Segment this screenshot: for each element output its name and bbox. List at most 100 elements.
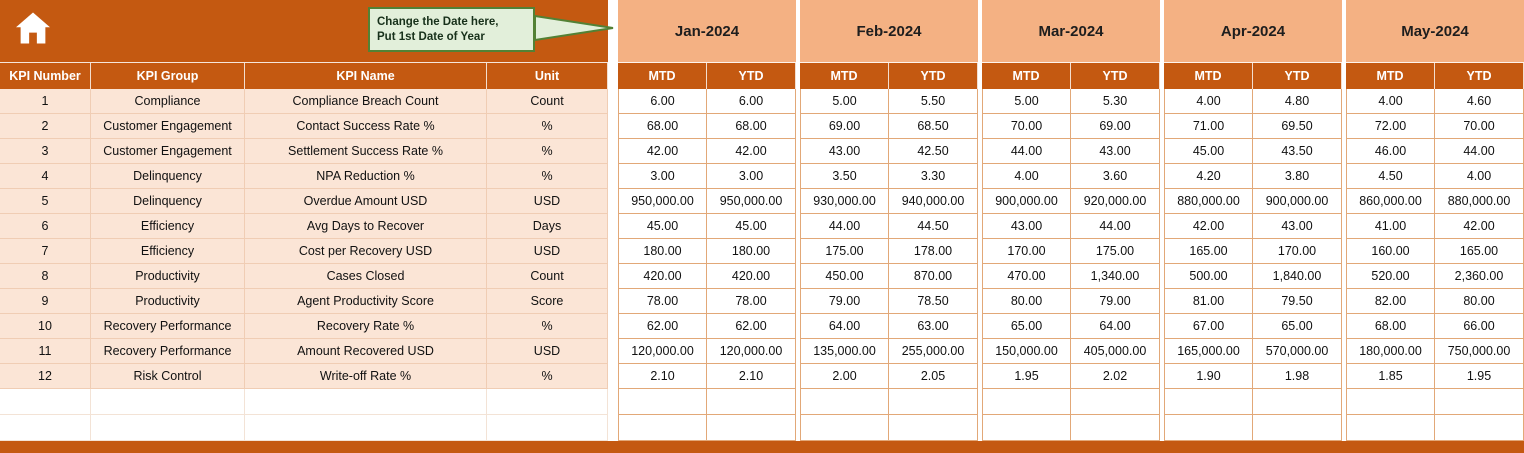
cell-value[interactable]: 570,000.00 [1253,339,1342,364]
cell-kpi-number[interactable]: 2 [0,114,91,139]
cell-value[interactable]: 4.00 [1435,164,1524,189]
cell-value[interactable]: 43.00 [982,214,1071,239]
cell-value[interactable]: 43.00 [1071,139,1160,164]
cell-value[interactable]: 940,000.00 [889,189,978,214]
cell-value[interactable]: 68.50 [889,114,978,139]
cell-value[interactable]: 3.80 [1253,164,1342,189]
cell-value[interactable]: 3.30 [889,164,978,189]
cell-value[interactable]: 135,000.00 [800,339,889,364]
month-header-jan-2024[interactable]: Jan-2024 [618,0,796,63]
cell-value[interactable]: 45.00 [1164,139,1253,164]
cell-value[interactable]: 44.00 [1435,139,1524,164]
cell-value[interactable]: 79.00 [1071,289,1160,314]
empty-cell[interactable] [1346,415,1435,441]
cell-kpi-group[interactable]: Delinquency [91,189,245,214]
empty-cell[interactable] [1435,415,1524,441]
empty-cell[interactable] [889,415,978,441]
period-header-mar-2024-mtd[interactable]: MTD [982,63,1071,89]
cell-value[interactable]: 69.00 [800,114,889,139]
cell-value[interactable]: 67.00 [1164,314,1253,339]
empty-cell[interactable] [1346,389,1435,415]
empty-cell[interactable] [91,415,245,441]
empty-cell[interactable] [487,389,608,415]
cell-kpi-name[interactable]: Amount Recovered USD [245,339,487,364]
cell-kpi-group[interactable]: Recovery Performance [91,339,245,364]
cell-value[interactable]: 180.00 [707,239,796,264]
cell-unit[interactable]: % [487,314,608,339]
cell-value[interactable]: 150,000.00 [982,339,1071,364]
column-header-kpi-name[interactable]: KPI Name [245,63,487,89]
cell-value[interactable]: 41.00 [1346,214,1435,239]
cell-value[interactable]: 5.50 [889,89,978,114]
cell-value[interactable]: 80.00 [982,289,1071,314]
empty-cell[interactable] [1164,415,1253,441]
cell-value[interactable]: 78.00 [618,289,707,314]
cell-unit[interactable]: % [487,139,608,164]
column-header-kpi-number[interactable]: KPI Number [0,63,91,89]
cell-value[interactable]: 420.00 [707,264,796,289]
cell-value[interactable]: 470.00 [982,264,1071,289]
cell-value[interactable]: 4.00 [1346,89,1435,114]
cell-value[interactable]: 43.50 [1253,139,1342,164]
cell-kpi-group[interactable]: Delinquency [91,164,245,189]
empty-cell[interactable] [982,415,1071,441]
cell-kpi-number[interactable]: 1 [0,89,91,114]
period-header-jan-2024-mtd[interactable]: MTD [618,63,707,89]
cell-value[interactable]: 500.00 [1164,264,1253,289]
cell-value[interactable]: 3.50 [800,164,889,189]
cell-value[interactable]: 4.80 [1253,89,1342,114]
empty-cell[interactable] [1071,389,1160,415]
cell-value[interactable]: 4.00 [1164,89,1253,114]
cell-value[interactable]: 165.00 [1435,239,1524,264]
cell-value[interactable]: 42.00 [1435,214,1524,239]
cell-kpi-number[interactable]: 12 [0,364,91,389]
cell-value[interactable]: 2.05 [889,364,978,389]
cell-value[interactable]: 79.50 [1253,289,1342,314]
cell-unit[interactable]: Score [487,289,608,314]
cell-value[interactable]: 69.50 [1253,114,1342,139]
period-header-feb-2024-mtd[interactable]: MTD [800,63,889,89]
period-header-mar-2024-ytd[interactable]: YTD [1071,63,1160,89]
cell-kpi-group[interactable]: Compliance [91,89,245,114]
cell-kpi-name[interactable]: Avg Days to Recover [245,214,487,239]
cell-value[interactable]: 6.00 [707,89,796,114]
cell-value[interactable]: 80.00 [1435,289,1524,314]
cell-value[interactable]: 45.00 [707,214,796,239]
cell-value[interactable]: 68.00 [618,114,707,139]
cell-kpi-group[interactable]: Productivity [91,264,245,289]
cell-unit[interactable]: % [487,364,608,389]
cell-kpi-name[interactable]: Contact Success Rate % [245,114,487,139]
cell-kpi-number[interactable]: 8 [0,264,91,289]
month-header-apr-2024[interactable]: Apr-2024 [1164,0,1342,63]
cell-value[interactable]: 120,000.00 [618,339,707,364]
cell-value[interactable]: 420.00 [618,264,707,289]
cell-unit[interactable]: Count [487,89,608,114]
empty-cell[interactable] [245,415,487,441]
cell-kpi-number[interactable]: 3 [0,139,91,164]
cell-value[interactable]: 160.00 [1346,239,1435,264]
empty-cell[interactable] [982,389,1071,415]
cell-value[interactable]: 44.50 [889,214,978,239]
period-header-jan-2024-ytd[interactable]: YTD [707,63,796,89]
cell-kpi-name[interactable]: Overdue Amount USD [245,189,487,214]
cell-unit[interactable]: USD [487,239,608,264]
cell-kpi-group[interactable]: Productivity [91,289,245,314]
empty-cell[interactable] [1164,389,1253,415]
cell-value[interactable]: 4.60 [1435,89,1524,114]
cell-value[interactable]: 65.00 [1253,314,1342,339]
cell-value[interactable]: 880,000.00 [1435,189,1524,214]
cell-value[interactable]: 79.00 [800,289,889,314]
cell-value[interactable]: 520.00 [1346,264,1435,289]
cell-value[interactable]: 66.00 [1435,314,1524,339]
cell-value[interactable]: 920,000.00 [1071,189,1160,214]
cell-value[interactable]: 42.50 [889,139,978,164]
cell-kpi-number[interactable]: 11 [0,339,91,364]
cell-value[interactable]: 180.00 [618,239,707,264]
empty-cell[interactable] [707,415,796,441]
cell-value[interactable]: 165.00 [1164,239,1253,264]
cell-kpi-name[interactable]: NPA Reduction % [245,164,487,189]
cell-unit[interactable]: USD [487,189,608,214]
cell-value[interactable]: 1.95 [982,364,1071,389]
cell-value[interactable]: 900,000.00 [1253,189,1342,214]
cell-value[interactable]: 68.00 [1346,314,1435,339]
